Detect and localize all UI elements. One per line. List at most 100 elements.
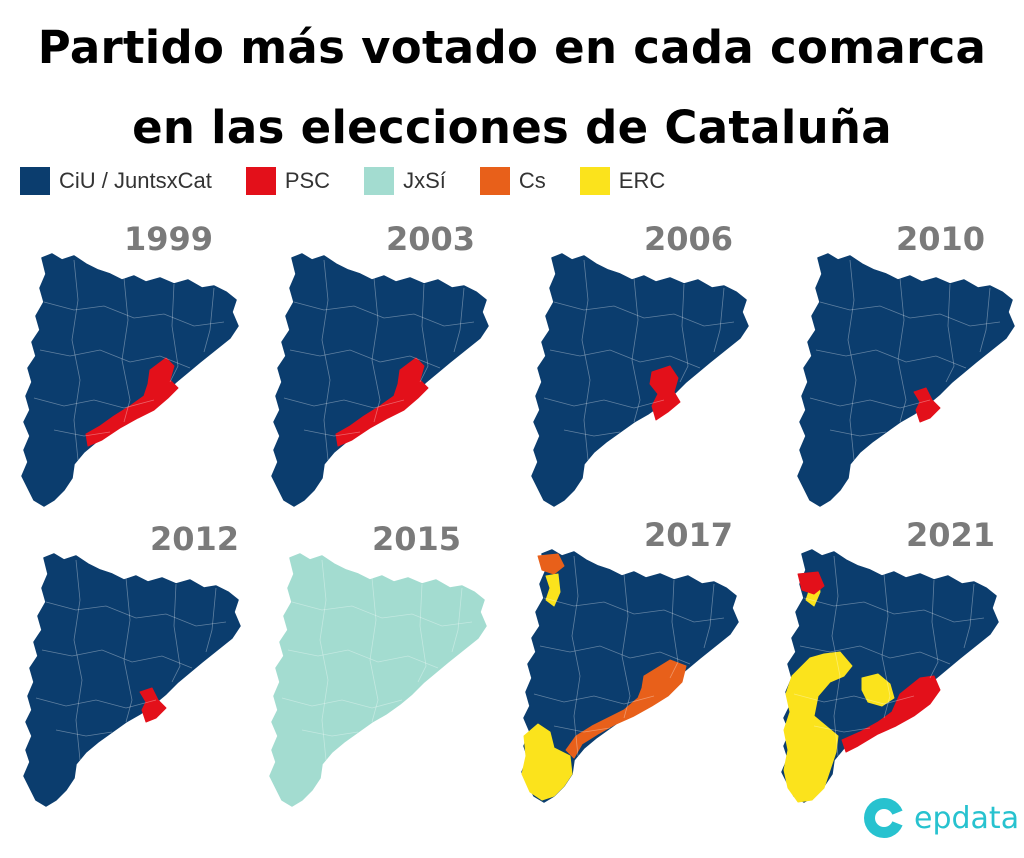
map-panel-2015: 2015 bbox=[262, 518, 512, 818]
comarca-border bbox=[453, 287, 465, 353]
legend-swatch-jxsi bbox=[364, 167, 395, 195]
comarca-border bbox=[553, 725, 611, 733]
comarca-border bbox=[533, 693, 655, 705]
comarca-border bbox=[43, 301, 225, 327]
year-label: 2017 bbox=[644, 516, 734, 554]
region-psc-wide bbox=[335, 357, 429, 447]
comarca-border bbox=[171, 583, 181, 683]
region-base bbox=[269, 553, 487, 807]
region-psc-small bbox=[139, 687, 167, 723]
legend-item-erc: ERC bbox=[579, 167, 666, 195]
year-label: 2003 bbox=[386, 220, 476, 258]
year-label: 1999 bbox=[124, 220, 214, 258]
comarca-border bbox=[417, 583, 427, 683]
catalonia-map bbox=[271, 253, 489, 507]
region-base bbox=[271, 253, 489, 507]
region-base bbox=[797, 253, 1015, 507]
region-psc-coast bbox=[841, 675, 941, 753]
comarca-border bbox=[543, 397, 665, 409]
region-erc-south bbox=[521, 723, 573, 801]
comarca-border bbox=[581, 259, 591, 461]
region-psc-small bbox=[913, 387, 941, 423]
legend-label-jxsi: JxSí bbox=[403, 168, 446, 193]
comarca-border bbox=[203, 287, 215, 353]
legend-swatch-ciu bbox=[20, 167, 50, 195]
comarca-border bbox=[283, 397, 405, 409]
region-erc-north bbox=[545, 573, 561, 607]
comarca-border bbox=[831, 555, 841, 757]
region-psc-aran bbox=[797, 571, 825, 595]
chart-title: Partido más votado en cada comarca en la… bbox=[0, 8, 1024, 168]
epdata-logo: epdata bbox=[862, 796, 1019, 840]
region-psc-mid bbox=[649, 365, 681, 421]
region-cs-coast bbox=[565, 659, 687, 759]
comarca-border bbox=[281, 697, 403, 709]
comarca-border bbox=[169, 283, 179, 383]
comarca-border bbox=[799, 645, 951, 665]
comarca-border bbox=[321, 259, 331, 461]
map-panel-2010: 2010 bbox=[790, 218, 1024, 518]
comarca-border bbox=[71, 259, 81, 461]
catalonia-map bbox=[21, 253, 239, 507]
legend-item-cs: Cs bbox=[479, 167, 546, 195]
legend-swatch-psc bbox=[245, 167, 276, 195]
comarca-border bbox=[669, 579, 679, 679]
comarca-border bbox=[703, 583, 715, 649]
comarca-border bbox=[945, 283, 955, 383]
catalonia-map bbox=[269, 553, 487, 807]
comarca-border bbox=[881, 573, 891, 719]
map-panel-2006: 2006 bbox=[524, 218, 774, 518]
comarca-border bbox=[679, 283, 689, 383]
region-base bbox=[531, 253, 749, 507]
region-base bbox=[23, 553, 241, 807]
legend-label-psc: PSC bbox=[284, 168, 331, 193]
comarca-border bbox=[963, 583, 975, 649]
comarca-border bbox=[289, 349, 441, 369]
legend-label-erc: ERC bbox=[618, 168, 666, 193]
comarca-border bbox=[123, 577, 133, 723]
comarca-border bbox=[33, 397, 155, 409]
comarca-border bbox=[813, 725, 871, 733]
legend: CiU / JuntsxCat PSC JxSí Cs ERC bbox=[20, 166, 699, 196]
comarca-border bbox=[53, 429, 111, 437]
comarca-border bbox=[829, 429, 887, 437]
comarca-border bbox=[35, 697, 157, 709]
region-psc-wide bbox=[85, 357, 179, 447]
region-cs-aran bbox=[537, 553, 565, 575]
comarca-border bbox=[815, 349, 967, 369]
map-panel-1999: 1999 bbox=[14, 218, 264, 518]
region-base bbox=[21, 253, 239, 507]
comarca-border bbox=[319, 559, 329, 761]
year-label: 2010 bbox=[896, 220, 986, 258]
comarca-border bbox=[539, 645, 691, 665]
year-label: 2006 bbox=[644, 220, 734, 258]
comarca-border bbox=[419, 283, 429, 383]
region-erc-west bbox=[783, 651, 853, 803]
legend-swatch-cs bbox=[479, 167, 510, 195]
map-panel-2003: 2003 bbox=[264, 218, 514, 518]
catalonia-map bbox=[23, 553, 241, 807]
comarca-border bbox=[621, 573, 631, 719]
year-label: 2021 bbox=[906, 516, 996, 554]
comarca-border bbox=[293, 301, 475, 327]
comarca-border bbox=[571, 555, 581, 757]
comarca-border bbox=[979, 287, 991, 353]
comarca-border bbox=[41, 649, 193, 669]
year-label: 2015 bbox=[372, 520, 462, 558]
legend-item-psc: PSC bbox=[245, 167, 331, 195]
comarca-border bbox=[847, 259, 857, 461]
epdata-logo-text: epdata bbox=[914, 800, 1020, 836]
comarca-border bbox=[543, 597, 725, 623]
comarca-border bbox=[45, 601, 227, 627]
legend-item-ciu: CiU / JuntsxCat bbox=[20, 167, 212, 195]
map-panel-2021: 2021 bbox=[774, 514, 1024, 814]
comarca-border bbox=[809, 397, 931, 409]
comarca-border bbox=[39, 349, 191, 369]
catalonia-map bbox=[521, 549, 739, 803]
comarca-border bbox=[121, 277, 131, 423]
comarca-border bbox=[803, 597, 985, 623]
comarca-border bbox=[291, 601, 473, 627]
catalonia-map bbox=[531, 253, 749, 507]
catalonia-map bbox=[797, 253, 1015, 507]
map-panel-2017: 2017 bbox=[514, 514, 764, 814]
